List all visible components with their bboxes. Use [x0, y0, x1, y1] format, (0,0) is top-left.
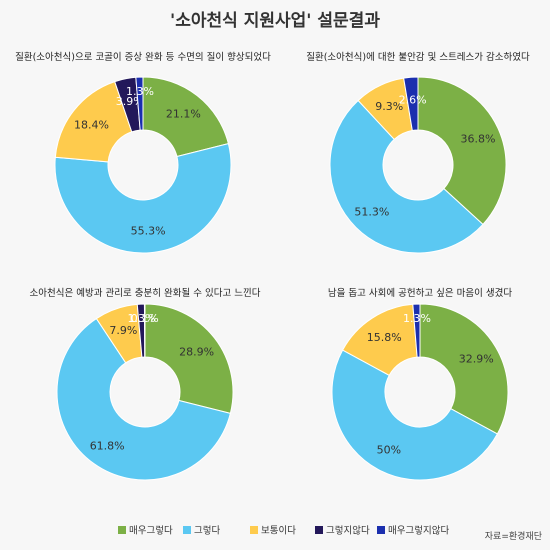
legend-label: 그렇다	[194, 526, 220, 537]
slice-그렇다	[54, 143, 232, 254]
legend-label: 보통이다	[261, 526, 296, 537]
donut-chart-1: 질환(소아천식)으로 코골이 증상 완화 등 수면의 질이 향상되었다 21.1%…	[15, 51, 271, 254]
chart-title: '소아천식 지원사업' 설문결과	[170, 11, 380, 31]
donut-chart-4: 남을 돕고 사회에 공헌하고 싶은 마음이 생겼다 32.9% 50% 15.8%1.…	[328, 287, 512, 481]
slice-매우그렇다	[417, 76, 507, 226]
legend-swatch	[315, 526, 323, 534]
slice-label: 21.1%	[166, 107, 201, 120]
slice-label: 15.8%	[367, 331, 402, 344]
slice-매우그렇다	[142, 76, 229, 158]
slice-label: 0.1%	[131, 312, 159, 325]
slice-보통이다	[54, 81, 133, 163]
chart-subtitle: 남을 돕고 사회에 공헌하고 싶은 마음이 생겼다	[328, 287, 512, 299]
slice-label: 50%	[377, 444, 401, 457]
slice-label: 1.3%	[403, 312, 431, 325]
slice-매우그렇지않다	[143, 303, 146, 358]
slice-label: 32.9%	[459, 352, 494, 365]
donut-chart-3: 소아천식은 예방과 관리로 충분히 완화될 수 있다고 느낀다 28.9% 61.8…	[30, 287, 261, 481]
slice-label: 36.8%	[460, 133, 495, 146]
legend-label: 매우그렇다	[129, 526, 173, 537]
slice-label: 28.9%	[179, 346, 214, 359]
slice-매우그렇지않다	[135, 76, 144, 131]
chart-subtitle: 질환(소아천식)으로 코골이 증상 완화 등 수면의 질이 향상되었다	[15, 51, 271, 63]
slice-그렇다	[56, 317, 231, 481]
slice-그렇다	[331, 349, 499, 481]
legend-swatch	[377, 526, 385, 534]
slice-label: 2.6%	[399, 94, 427, 107]
source-note: 자료=환경재단	[485, 530, 542, 542]
legend-swatch	[118, 526, 126, 534]
slice-label: 61.8%	[90, 439, 125, 452]
slice-label: 18.4%	[74, 119, 109, 132]
chart-subtitle: 질환(소아천식)에 대한 불안감 및 스트레스가 감소하였다	[306, 51, 530, 63]
slice-label: 7.9%	[109, 324, 137, 337]
slice-매우그렇지않다	[403, 76, 419, 132]
legend-label: 그렇지않다	[326, 526, 370, 537]
slice-label: 3.9%	[116, 95, 144, 108]
legend-swatch	[183, 526, 191, 534]
donut-charts: 질환(소아천식)으로 코골이 증상 완화 등 수면의 질이 향상되었다 21.1%…	[15, 51, 530, 481]
legend-swatch	[250, 526, 258, 534]
donut-chart-2: 질환(소아천식)에 대한 불안감 및 스트레스가 감소하였다 36.8% 51.3%…	[306, 51, 530, 254]
slice-매우그렇다	[144, 303, 234, 414]
chart-subtitle: 소아천식은 예방과 관리로 충분히 완화될 수 있다고 느낀다	[30, 287, 261, 299]
slice-label: 1.3%	[126, 85, 154, 98]
legend-label: 매우그렇지않다	[388, 526, 449, 537]
slice-그렇다	[329, 99, 484, 254]
slice-label: 51.3%	[354, 205, 389, 218]
slice-label: 1.3%	[128, 312, 156, 325]
slice-label: 55.3%	[131, 224, 166, 237]
slice-label: 9.3%	[375, 100, 403, 113]
legend: 매우그렇다 그렇다 보통이다 그렇지않다 매우그렇지않다	[118, 526, 449, 537]
slice-매우그렇지않다	[412, 303, 421, 358]
slice-매우그렇다	[419, 303, 509, 435]
